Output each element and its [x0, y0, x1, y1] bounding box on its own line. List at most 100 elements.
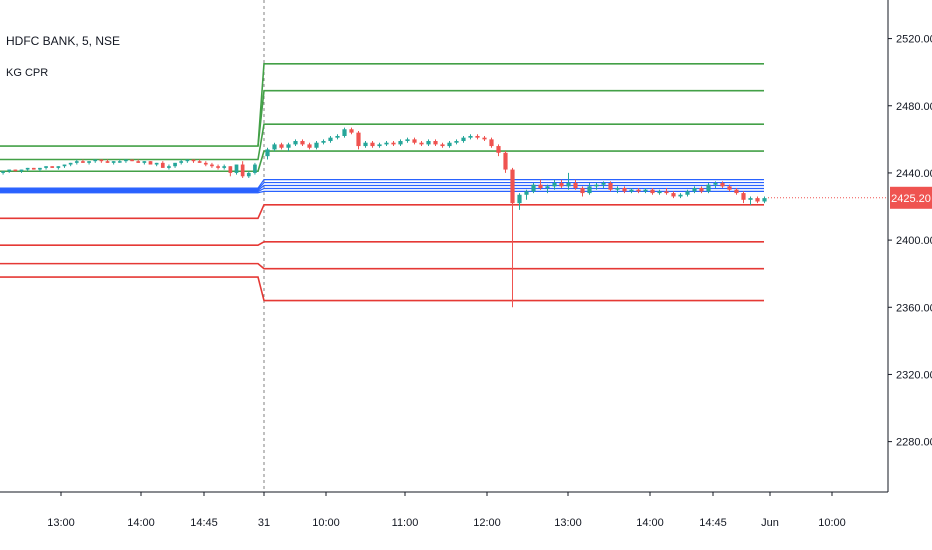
time-tick-label: 10:00 [312, 517, 340, 529]
candle-body [185, 159, 190, 162]
candle-body [762, 198, 767, 202]
support-level-s4 [0, 276, 764, 302]
candle-body [566, 183, 571, 187]
candle-body [62, 164, 67, 167]
candle-body [240, 164, 245, 177]
time-tick-label: 12:00 [473, 517, 501, 529]
candle-body [629, 189, 634, 192]
candle-body [210, 164, 214, 167]
price-tick-label: 2400.00 [896, 235, 932, 247]
candle-body [38, 167, 42, 170]
candle-body [13, 169, 18, 172]
candle-body [412, 139, 417, 143]
indicator-legend[interactable]: KG CPR [6, 67, 49, 79]
candle-body [454, 141, 459, 143]
resistance-level-r4 [257, 62, 764, 147]
candle-body [433, 141, 438, 145]
resistance-level-r2 [0, 123, 764, 161]
candle-body [117, 161, 122, 163]
candle-body [608, 183, 613, 190]
candle-body [440, 144, 445, 147]
candle-body [475, 135, 480, 138]
symbol-legend[interactable]: HDFC BANK, 5, NSE [6, 34, 121, 48]
candle-body [699, 188, 704, 192]
candle-body [531, 184, 536, 192]
candle-body [167, 166, 171, 168]
candle-body [31, 167, 36, 170]
candle-body [19, 169, 24, 172]
candle-body [552, 183, 557, 187]
candle-body [748, 198, 753, 200]
candle-body [7, 169, 12, 172]
price-tick-label: 2440.00 [896, 168, 932, 180]
candle-body [468, 135, 473, 138]
candle-body [50, 166, 55, 168]
time-tick-label: 14:00 [636, 517, 664, 529]
candle-body [265, 149, 270, 157]
candle-body [356, 132, 361, 147]
candle-body [636, 189, 641, 192]
price-tick-label: 2520.00 [896, 34, 932, 46]
candle-body [650, 189, 655, 194]
last-price-label: 2425.20 [891, 193, 931, 205]
candle-body [74, 161, 79, 163]
candle-body [496, 146, 501, 153]
candle-body [573, 183, 578, 189]
candle-body [545, 186, 550, 189]
candle-body [538, 184, 543, 189]
last-price-badge [890, 186, 932, 209]
pivot-band [0, 188, 258, 194]
candle-body [56, 166, 61, 168]
candle-body [173, 162, 177, 167]
candle-body [148, 161, 153, 165]
time-tick-label: 10:00 [818, 517, 846, 529]
candle-body [197, 161, 202, 163]
candle-body [622, 188, 627, 192]
candle-body [489, 139, 494, 147]
price-tick-label: 2320.00 [896, 369, 932, 381]
axes-layer: 2520.00 2480.00 2440.00 2400.00 2360.00 2320.… [0, 0, 932, 529]
support-level-s3 [0, 262, 764, 270]
candle-body [363, 142, 368, 147]
candle-body [279, 144, 284, 148]
resistance-level-r3 [0, 89, 764, 147]
candle-body [377, 144, 382, 147]
candle-body [203, 162, 208, 165]
candle-body [594, 184, 599, 187]
candle-body [398, 141, 403, 145]
candle-body [293, 141, 298, 145]
candle-body [727, 186, 732, 190]
candle-body [755, 198, 760, 202]
candle-body [216, 166, 220, 168]
candle-body [664, 191, 669, 194]
time-tick-label: 31 [258, 517, 270, 529]
candle-body [154, 162, 159, 165]
candle-body [706, 184, 711, 192]
candle-body [136, 161, 141, 163]
candle-body [99, 159, 104, 162]
candle-body [720, 183, 725, 187]
time-tick-label: 11:00 [392, 517, 419, 529]
candle-body [142, 161, 147, 163]
candle-body [222, 166, 227, 168]
candle-body [87, 161, 91, 163]
candle-body [191, 159, 196, 162]
candle-body [370, 142, 375, 147]
candle-body [246, 172, 251, 177]
candle-body [68, 162, 73, 165]
candle-body [685, 191, 690, 195]
time-tick-label: 13:00 [47, 517, 75, 529]
candle-body [580, 188, 585, 194]
candle-body [234, 164, 239, 173]
candle-body [678, 194, 683, 197]
support-level-s2 [0, 240, 764, 246]
candle-body [671, 193, 676, 197]
candle-body [81, 161, 85, 163]
time-tick-label: 14:00 [127, 517, 155, 529]
candle-body [44, 166, 48, 168]
cpr-levels-layer [0, 62, 764, 302]
candle-body [426, 141, 431, 145]
candle-body [692, 188, 697, 192]
candle-body [321, 141, 326, 143]
